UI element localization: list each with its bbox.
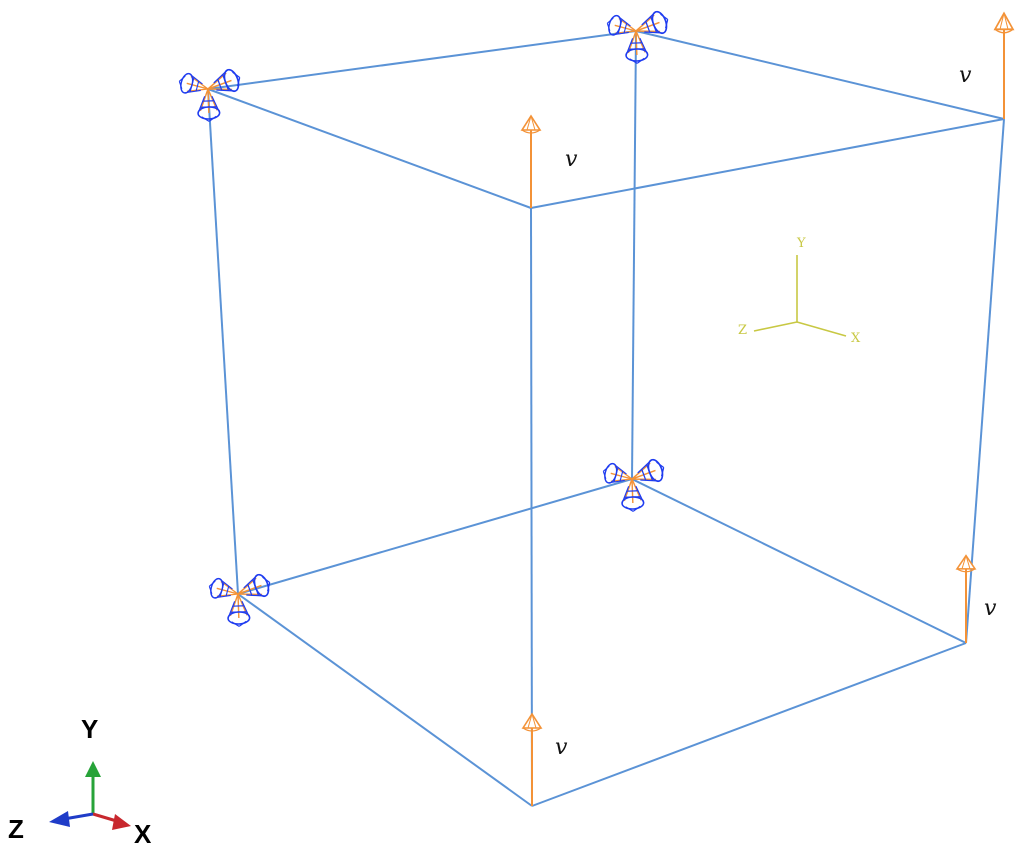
- load-arrow-top-right-icon: [993, 12, 1015, 121]
- datum-csys: Y X Z: [738, 236, 861, 346]
- triad-x-label: X: [134, 819, 152, 848]
- csys-y-label: Y: [796, 236, 806, 251]
- triad-z-label: Z: [8, 814, 24, 844]
- load-arrow-bottom-front-icon: [522, 713, 542, 807]
- load-arrow-bottom-right-icon: [956, 554, 976, 644]
- load-label: v: [984, 596, 997, 621]
- cube-wireframe: [207, 30, 1005, 807]
- triad-y-label: Y: [81, 714, 98, 744]
- load-label: v: [565, 147, 578, 172]
- view-triad: Y X Z: [8, 714, 152, 848]
- load-label: v: [959, 63, 972, 88]
- csys-x-label: X: [851, 331, 861, 346]
- constraint-bottom-left-icon: [207, 572, 274, 627]
- load-label: v: [555, 735, 568, 760]
- csys-z-label: Z: [738, 323, 747, 338]
- load-arrow-top-front-icon: [521, 115, 541, 209]
